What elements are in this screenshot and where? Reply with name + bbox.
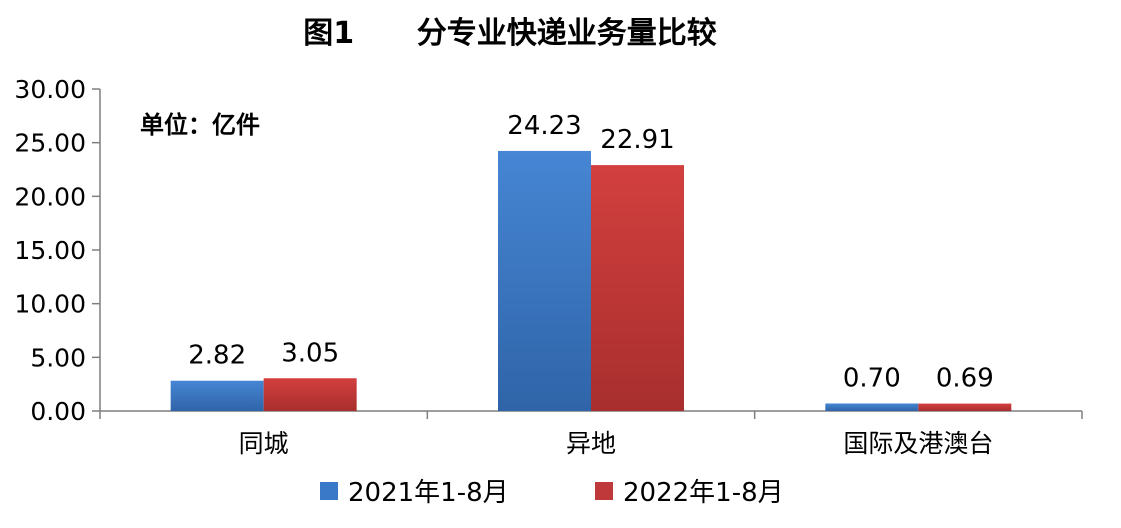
bar-chart: 0.00 5.00 10.00 15.00 20.00 25.00 30.00 同城 异地 国际及…: [14, 75, 1083, 458]
y-tick-label: 15.00: [14, 236, 86, 265]
data-labels: 2.82 3.05 24.23 22.91 0.70 0.69: [188, 111, 994, 394]
data-label: 22.91: [600, 125, 674, 155]
y-tick-label: 10.00: [14, 290, 86, 319]
legend-item-2022: 2022年1-8月: [595, 472, 784, 509]
unit-note: 单位：亿件: [140, 111, 260, 139]
y-tick-label: 25.00: [14, 129, 86, 158]
data-label: 0.69: [936, 364, 994, 394]
legend-item-2021: 2021年1-8月: [320, 472, 509, 509]
legend-swatch-2021: [320, 481, 338, 500]
bar: [498, 150, 591, 411]
data-label: 2.82: [188, 341, 246, 371]
bars: [170, 150, 1012, 411]
y-tick-label: 20.00: [14, 182, 86, 211]
x-category-label: 同城: [239, 429, 289, 458]
legend-swatch-2022: [595, 481, 613, 500]
data-label: 0.70: [843, 363, 901, 393]
data-label: 24.23: [507, 111, 581, 141]
bar: [825, 403, 919, 411]
chart-title: 图1 分专业快递业务量比较: [303, 16, 717, 51]
legend-label-2022: 2022年1-8月: [623, 478, 784, 508]
bar: [170, 380, 264, 411]
legend-label-2021: 2021年1-8月: [348, 478, 509, 508]
bar: [918, 403, 1012, 411]
bar: [591, 165, 684, 411]
legend: 2021年1-8月 2022年1-8月: [0, 472, 1121, 508]
x-category-label: 国际及港澳台: [843, 429, 993, 458]
y-tick-label: 30.00: [14, 75, 86, 104]
y-tick-label: 0.00: [30, 397, 86, 426]
x-category-label: 异地: [566, 429, 616, 458]
data-label: 3.05: [281, 338, 339, 368]
bar: [263, 378, 357, 411]
y-tick-label: 5.00: [30, 343, 86, 372]
